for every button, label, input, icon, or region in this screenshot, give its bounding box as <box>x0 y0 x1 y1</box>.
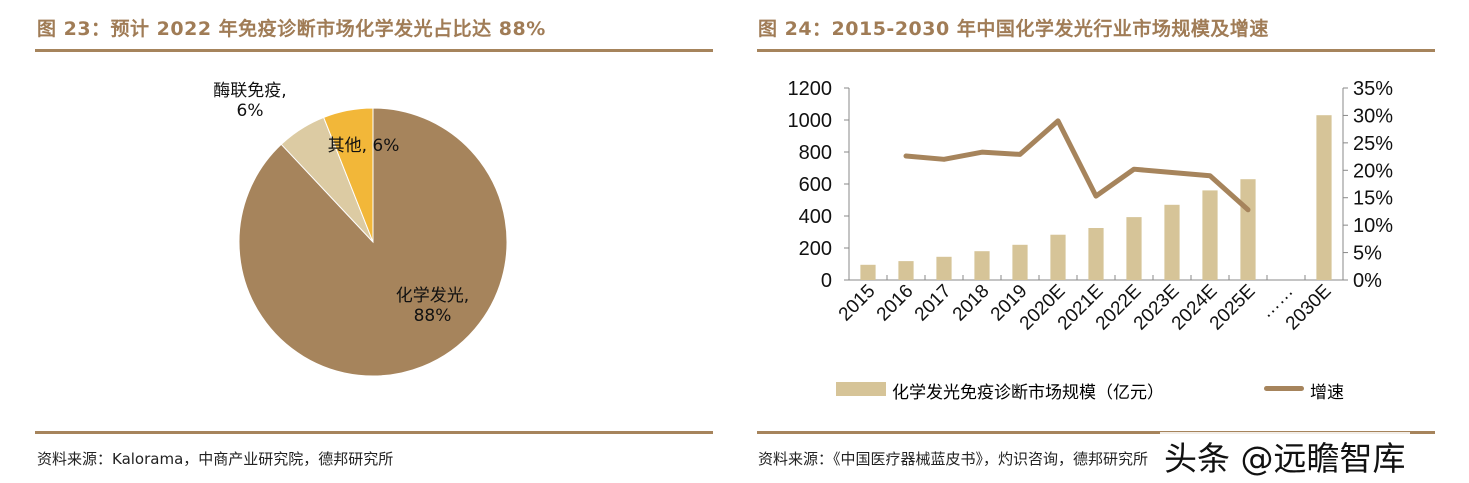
left-footer-rule <box>35 431 713 434</box>
right-tick-label: 30% <box>1353 105 1393 127</box>
x-tick-label: 2018 <box>949 281 994 326</box>
left-title-rule <box>35 49 713 52</box>
left-tick-label: 0 <box>821 270 832 292</box>
bar-2021E <box>1088 228 1104 280</box>
pie-label-other: 其他, 6% <box>327 136 400 156</box>
right-chart-title: 图 24：2015-2030 年中国化学发光行业市场规模及增速 <box>758 18 1269 40</box>
left-tick-label: 400 <box>799 206 832 228</box>
pie-chart <box>238 107 508 377</box>
pie-slice-其他 <box>323 107 374 243</box>
legend-line-swatch <box>1264 386 1304 391</box>
bar-2018 <box>974 251 990 280</box>
bar-2019 <box>1012 244 1028 280</box>
right-tick-label: 35% <box>1353 78 1393 100</box>
left-tick-label: 800 <box>799 142 832 164</box>
bar-2022E <box>1126 217 1142 280</box>
bar-2016 <box>898 261 914 280</box>
right-tick-label: 25% <box>1353 133 1393 155</box>
legend-bar-swatch <box>836 382 886 396</box>
right-tick-label: 20% <box>1353 160 1393 182</box>
right-tick-label: 10% <box>1353 215 1393 237</box>
combo-chart: 0 200 400 600 800 1000 1200 0% 5% 10% 15% 20% 25% 30%… <box>788 78 1394 334</box>
bar-2017 <box>936 256 952 280</box>
legend-bar-label: 化学发光免疫诊断市场规模（亿元） <box>892 383 1164 403</box>
left-tick-label: 1200 <box>788 78 833 100</box>
left-tick-label: 1000 <box>788 110 833 132</box>
bar-2023E <box>1164 204 1180 280</box>
growth-line <box>903 118 1251 213</box>
bar-2024E <box>1202 190 1218 280</box>
x-tick-label: 2016 <box>873 281 918 326</box>
right-source: 资料来源：《中国医疗器械蓝皮书》，灼识咨询，德邦研究所 <box>758 450 1149 468</box>
left-source: 资料来源：Kalorama，中商产业研究院，德邦研究所 <box>37 450 394 468</box>
bar-2020E <box>1050 234 1066 280</box>
left-chart-title: 图 23：预计 2022 年免疫诊断市场化学发光占比达 88% <box>37 18 546 40</box>
bar-2030E <box>1316 115 1332 280</box>
x-tick-label: 2015 <box>835 281 880 326</box>
right-tick-label: 15% <box>1353 188 1393 210</box>
left-tick-label: 200 <box>799 238 832 260</box>
legend-line-label: 增速 <box>1310 383 1344 403</box>
left-tick-label: 600 <box>799 174 832 196</box>
watermark: 头条 @远瞻智库 <box>1160 432 1410 480</box>
pie-label-clia: 化学发光, 88% <box>395 286 470 326</box>
right-tick-label: 5% <box>1353 243 1382 265</box>
right-tick-label: 0% <box>1353 270 1382 292</box>
bar-2015 <box>860 264 876 280</box>
pie-label-elisa: 酶联免疫, 6% <box>213 81 287 121</box>
right-title-rule <box>757 49 1435 52</box>
right-footer-rule <box>757 431 1435 434</box>
x-tick-label: 2017 <box>911 281 956 326</box>
bar-2025E <box>1240 179 1256 280</box>
